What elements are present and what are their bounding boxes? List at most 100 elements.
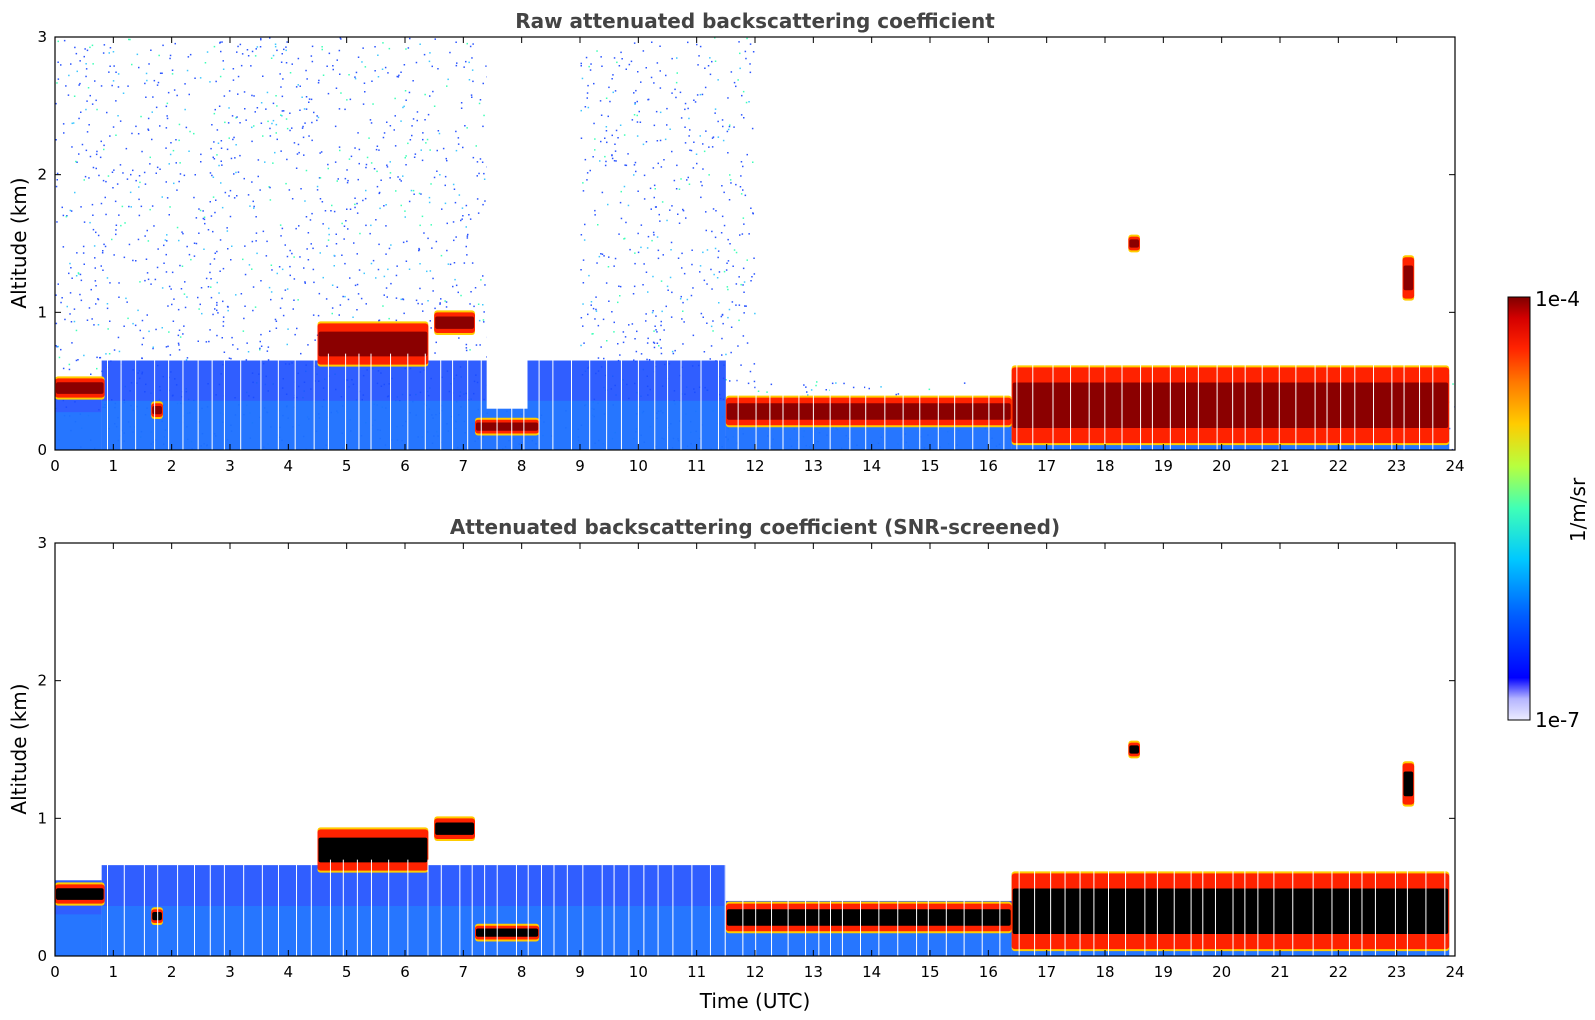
raw-noise-speckle — [376, 170, 378, 173]
raw-noise-speckle — [229, 215, 232, 218]
raw-noise-speckle — [184, 83, 186, 85]
panel-raw: Raw attenuated backscattering coefficien… — [7, 9, 1465, 475]
panel-screened-axes: 0 1 2 3 4 5 6 7 8 9 10 11 12 13 14 15 16 17 18 19 20 21 22 23 24… — [37, 534, 1464, 981]
raw-noise-speckle — [214, 108, 216, 111]
raw-noise-speckle — [327, 239, 330, 241]
raw-noise-speckle — [291, 63, 293, 65]
raw-noise-speckle — [118, 350, 121, 353]
raw-noise-speckle — [460, 102, 463, 104]
raw-noise-speckle — [195, 217, 198, 219]
raw-noise-speckle — [267, 346, 270, 348]
raw-noise-speckle — [665, 74, 667, 77]
raw-noise-speckle — [100, 202, 103, 205]
raw-noise-speckle — [356, 202, 358, 205]
raw-noise-speckle — [230, 259, 232, 261]
raw-noise-speckle — [365, 224, 367, 227]
raw-noise-speckle — [55, 102, 57, 105]
raw-noise-speckle — [465, 204, 468, 207]
raw-noise-speckle — [357, 132, 359, 134]
raw-noise-speckle — [580, 109, 582, 112]
raw-noise-speckle — [354, 147, 356, 149]
raw-noise-speckle — [350, 155, 353, 158]
raw-noise-speckle — [60, 348, 62, 351]
raw-noise-speckle — [157, 248, 159, 250]
raw-noise-speckle — [407, 142, 409, 145]
raw-noise-speckle — [709, 73, 712, 76]
raw-noise-speckle — [362, 47, 364, 49]
raw-noise-speckle — [706, 322, 708, 324]
raw-noise-speckle — [103, 148, 105, 151]
raw-noise-speckle — [311, 121, 313, 124]
raw-noise-speckle — [378, 149, 380, 151]
raw-noise-speckle — [223, 351, 226, 353]
raw-noise-speckle — [157, 81, 160, 84]
raw-noise-speckle — [220, 50, 222, 53]
screened-boundary-layer-aerosol — [101, 906, 726, 956]
raw-noise-speckle — [383, 132, 386, 134]
raw-noise-speckle — [446, 222, 448, 225]
raw-noise-speckle — [729, 124, 731, 126]
raw-noise-speckle — [394, 97, 396, 100]
raw-noise-speckle — [483, 114, 485, 117]
raw-noise-speckle — [618, 65, 621, 67]
raw-noise-speckle — [78, 153, 80, 155]
raw-noise-speckle — [60, 64, 62, 66]
raw-noise-speckle — [147, 117, 150, 120]
raw-noise-speckle — [666, 285, 669, 288]
raw-noise-speckle — [659, 111, 662, 114]
raw-noise-speckle — [742, 90, 745, 93]
raw-noise-speckle — [199, 77, 202, 79]
raw-noise-speckle — [631, 323, 634, 325]
raw-noise-speckle — [226, 305, 229, 308]
raw-noise-speckle — [96, 150, 98, 153]
raw-noise-speckle — [171, 73, 174, 75]
raw-noise-speckle — [453, 262, 456, 264]
raw-noise-speckle — [608, 86, 610, 89]
raw-noise-speckle — [643, 174, 646, 177]
raw-noise-speckle — [714, 37, 716, 39]
raw-noise-speckle — [184, 108, 186, 111]
raw-noise-speckle — [57, 78, 60, 80]
raw-noise-speckle — [88, 307, 91, 309]
raw-noise-speckle — [362, 103, 365, 105]
raw-noise-speckle — [311, 139, 313, 142]
raw-noise-speckle — [222, 60, 224, 62]
raw-noise-speckle — [166, 102, 169, 105]
raw-noise-speckle — [409, 37, 411, 40]
screened-cloud-layers — [55, 740, 1450, 952]
raw-noise-speckle — [712, 330, 714, 332]
raw-noise-speckle — [256, 252, 258, 255]
colorbar-gradient — [1507, 296, 1531, 721]
raw-noise-speckle — [694, 101, 697, 103]
raw-noise-speckle — [605, 97, 608, 99]
raw-noise-speckle — [580, 62, 582, 65]
raw-noise-speckle — [325, 298, 328, 300]
raw-noise-speckle — [653, 184, 656, 187]
raw-noise-speckle — [96, 108, 98, 111]
raw-noise-speckle — [583, 342, 585, 344]
screened-boundary-layer-aerosol — [55, 914, 102, 956]
raw-noise-speckle — [189, 53, 192, 56]
screened-xtick-label: 6 — [400, 963, 410, 981]
raw-noise-speckle — [68, 363, 71, 366]
raw-noise-speckle — [324, 210, 327, 212]
raw-noise-speckle — [337, 178, 339, 180]
panel-screened: Attenuated backscattering coefficient (S… — [7, 515, 1465, 1013]
raw-noise-speckle — [221, 164, 223, 166]
raw-noise-speckle — [262, 230, 265, 233]
raw-noise-speckle — [655, 329, 657, 331]
raw-noise-speckle — [752, 161, 754, 163]
raw-noise-speckle — [55, 294, 57, 296]
raw-noise-speckle — [740, 283, 742, 286]
raw-noise-speckle — [452, 285, 454, 288]
raw-noise-speckle — [297, 299, 299, 301]
raw-noise-speckle — [843, 382, 845, 385]
raw-noise-speckle — [109, 282, 111, 284]
raw-noise-speckle — [84, 48, 86, 50]
screened-dropouts — [107, 859, 1446, 956]
raw-noise-speckle — [642, 50, 645, 52]
raw-noise-speckle — [303, 154, 305, 156]
raw-noise-speckle — [657, 249, 660, 252]
raw-noise-speckle — [370, 224, 372, 227]
raw-noise-speckle — [308, 98, 311, 100]
